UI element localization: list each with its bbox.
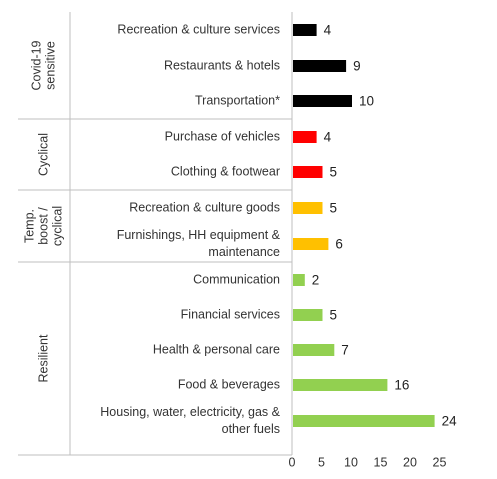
bar bbox=[293, 24, 317, 36]
group-label: cyclical bbox=[50, 206, 64, 246]
bar bbox=[293, 60, 347, 72]
category-label: Food & beverages bbox=[178, 377, 280, 391]
group-label: Temp. bbox=[22, 209, 36, 243]
group-label: Covid-19 bbox=[29, 40, 43, 90]
category-label: Purchase of vehicles bbox=[165, 129, 280, 143]
x-tick-label: 15 bbox=[374, 455, 388, 469]
data-label: 7 bbox=[341, 343, 349, 358]
category-label: maintenance bbox=[208, 245, 280, 259]
category-label: Furnishings, HH equipment & bbox=[117, 228, 281, 242]
group-label: Cyclical bbox=[36, 133, 50, 176]
x-tick-label: 0 bbox=[289, 455, 296, 469]
bar bbox=[293, 344, 335, 356]
data-label: 2 bbox=[312, 273, 320, 288]
data-label: 6 bbox=[335, 237, 343, 252]
x-tick-label: 5 bbox=[318, 455, 325, 469]
bar bbox=[293, 415, 435, 427]
x-tick-label: 25 bbox=[433, 455, 447, 469]
data-label: 24 bbox=[442, 414, 458, 429]
data-label: 5 bbox=[330, 201, 338, 216]
group-label: sensitive bbox=[43, 41, 57, 90]
category-label: Recreation & culture goods bbox=[129, 200, 280, 214]
bar bbox=[293, 95, 352, 107]
category-label: Financial services bbox=[181, 307, 280, 321]
bar bbox=[293, 309, 323, 321]
data-label: 4 bbox=[324, 130, 332, 145]
category-label: Recreation & culture services bbox=[117, 22, 280, 36]
category-label: Health & personal care bbox=[153, 342, 280, 356]
x-tick-label: 10 bbox=[344, 455, 358, 469]
bar bbox=[293, 166, 323, 178]
bar bbox=[293, 131, 317, 143]
group-label: Resilient bbox=[36, 334, 50, 382]
data-label: 16 bbox=[394, 378, 409, 393]
x-tick-label: 20 bbox=[403, 455, 417, 469]
bar bbox=[293, 202, 323, 214]
data-label: 4 bbox=[324, 23, 332, 38]
group-label: boost / bbox=[36, 207, 50, 245]
bar bbox=[293, 274, 305, 286]
category-label: Transportation* bbox=[195, 93, 280, 107]
category-label: Restaurants & hotels bbox=[164, 58, 280, 72]
data-label: 5 bbox=[330, 308, 338, 323]
category-label: Communication bbox=[193, 272, 280, 286]
category-label: Clothing & footwear bbox=[171, 164, 280, 178]
data-label: 10 bbox=[359, 94, 374, 109]
data-label: 5 bbox=[330, 165, 338, 180]
data-label: 9 bbox=[353, 59, 361, 74]
bar bbox=[293, 379, 388, 391]
category-label: other fuels bbox=[222, 422, 280, 436]
category-label: Housing, water, electricity, gas & bbox=[100, 405, 280, 419]
bar bbox=[293, 238, 329, 250]
